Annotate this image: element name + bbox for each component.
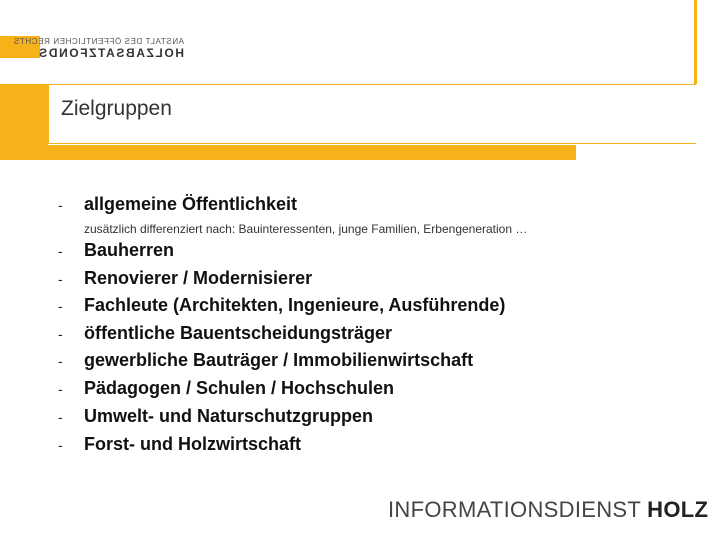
bullet-dash: - — [58, 437, 63, 453]
subnote: zusätzlich differenziert nach: Bauintere… — [84, 222, 528, 236]
bullet-dash: - — [58, 197, 63, 213]
accent-bar-bottom — [48, 145, 576, 160]
list-item-text: Pädagogen / Schulen / Hochschulen — [84, 378, 395, 398]
title-frame — [48, 84, 696, 144]
bullet-dash: - — [58, 326, 63, 342]
bullet-dash: - — [58, 409, 63, 425]
list-item-text: Umwelt- und Naturschutzgruppen — [84, 406, 373, 426]
bullet-dash: - — [58, 353, 63, 369]
bullet-dash: - — [58, 381, 63, 397]
slide-title: Zielgruppen — [61, 97, 172, 120]
accent-bar-top — [0, 36, 40, 58]
logo-mirrored: ANSTALT DES ÖFFENTLICHEN RECHTS HOLZABSA… — [13, 37, 184, 60]
list-item-text: Forst- und Holzwirtschaft — [84, 434, 301, 454]
accent-bar-left — [0, 84, 48, 160]
list-item-text: Fachleute (Architekten, Ingenieure, Ausf… — [84, 295, 506, 315]
footer-brand: INFORMATIONSDIENST HOLZ — [388, 497, 708, 523]
footer-brand-strong: HOLZ — [647, 497, 709, 522]
logo-name: HOLZABSATZFONDS — [37, 46, 184, 60]
list-item-text: allgemeine Öffentlichkeit — [84, 194, 298, 214]
list-item-text: gewerbliche Bauträger / Immobilienwirtsc… — [84, 350, 474, 370]
accent-bar-right — [694, 0, 697, 84]
list-item-text: Bauherren — [84, 240, 175, 260]
list-item-text: Renovierer / Modernisierer — [84, 268, 313, 288]
bullet-dash: - — [58, 271, 63, 287]
footer-brand-text: INFORMATIONSDIENST — [388, 497, 641, 522]
bullet-dash: - — [58, 243, 63, 259]
bullet-dash: - — [58, 298, 63, 314]
list-item-text: öffentliche Bauentscheidungsträger — [84, 323, 393, 343]
